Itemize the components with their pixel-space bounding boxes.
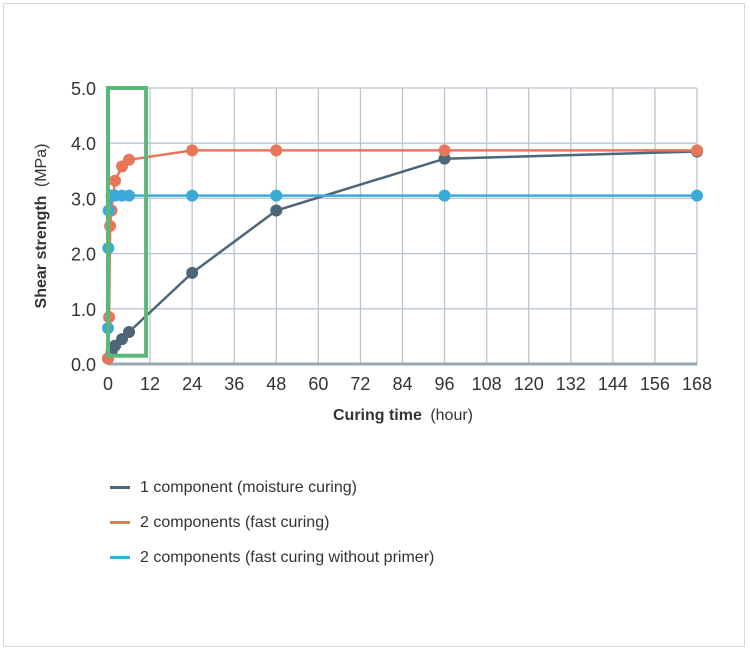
x-tick-label: 84	[392, 374, 412, 394]
highlight-box	[106, 86, 149, 358]
highlight-rect	[106, 86, 149, 358]
x-tick-label: 48	[266, 374, 286, 394]
data-point	[186, 266, 199, 279]
data-point	[438, 144, 451, 157]
data-point	[691, 144, 703, 157]
x-tick-label: 96	[435, 374, 455, 394]
data-point	[438, 152, 451, 165]
y-axis-label-main: Shear strength	[33, 196, 50, 309]
x-tick-label: 120	[514, 374, 544, 394]
data-point	[438, 189, 451, 202]
data-point	[123, 153, 136, 166]
y-tick-label: 0.0	[71, 355, 96, 375]
data-point	[270, 204, 283, 217]
legend-label-3: 2 components (fast curing without primer…	[140, 548, 435, 566]
x-tick-label: 72	[350, 374, 370, 394]
y-tick-labels: 0.0 1.0 2.0 3.0 4.0 5.0	[71, 79, 96, 375]
x-tick-label: 0	[103, 374, 113, 394]
x-tick-labels: 0 12 24 36 48 60 72 84 96 108 120 132 144 156 168	[103, 374, 712, 394]
legend-item-2: 2 components (fast curing)	[110, 505, 434, 540]
x-tick-label: 36	[224, 374, 244, 394]
data-point	[104, 220, 117, 232]
x-tick-label: 108	[472, 374, 502, 394]
legend-swatch-3	[110, 556, 130, 559]
legend-swatch-2	[110, 521, 130, 524]
y-tick-label: 4.0	[71, 134, 96, 154]
data-point	[123, 325, 136, 338]
chart-frame	[3, 3, 745, 647]
legend-item-1: 1 component (moisture curing)	[110, 470, 434, 505]
data-point	[186, 189, 199, 202]
x-tick-label: 144	[598, 374, 628, 394]
y-tick-label: 2.0	[71, 245, 96, 265]
x-tick-label: 168	[682, 374, 712, 394]
y-axis-label-unit: (MPa)	[33, 144, 50, 188]
x-axis-label-unit: (hour)	[430, 407, 473, 424]
x-axis-label-main: Curing time	[333, 407, 422, 424]
x-axis-label: Curing time (hour)	[333, 407, 473, 424]
data-point	[691, 189, 703, 202]
legend: 1 component (moisture curing) 2 componen…	[110, 470, 434, 575]
data-point	[186, 144, 199, 157]
y-tick-label: 1.0	[71, 300, 96, 320]
legend-label-2: 2 components (fast curing)	[140, 513, 330, 531]
x-tick-label: 24	[182, 374, 202, 394]
grid	[108, 87, 698, 364]
legend-item-3: 2 components (fast curing without primer…	[110, 540, 434, 575]
data-point	[270, 189, 283, 202]
x-tick-label: 156	[640, 374, 670, 394]
legend-swatch-1	[110, 486, 130, 489]
x-tick-label: 132	[556, 374, 586, 394]
y-tick-label: 5.0	[71, 79, 96, 99]
data-point	[123, 189, 136, 202]
y-tick-label: 3.0	[71, 189, 96, 209]
legend-label-1: 1 component (moisture curing)	[140, 478, 357, 496]
x-tick-label: 12	[140, 374, 160, 394]
x-tick-label: 60	[308, 374, 328, 394]
data-point	[270, 144, 283, 157]
data-point	[109, 174, 122, 187]
y-axis-label: Shear strength (MPa)	[33, 144, 50, 309]
